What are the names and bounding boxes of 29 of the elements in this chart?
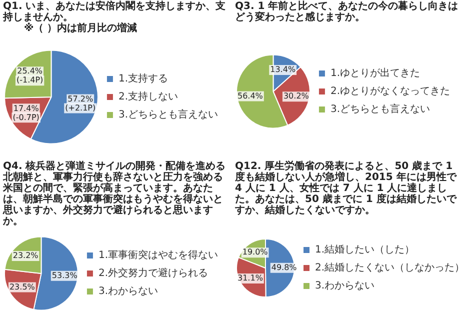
data-label: 56.4%	[237, 91, 264, 100]
data-label: 19.0%	[242, 248, 268, 257]
chart-title: Q4. 核兵器と弾道ミサイルの開発・配備を進める北朝鮮と、軍事力行使も辞さないと圧力を強める米国との間で、緊張が高まっています。あなたは、朝鮮半島での軍事衝突はもうやむを得ないと思いますか、外交努力で避けられると思いますか。	[2, 160, 227, 227]
legend-label: 3.どちらとも言えない	[118, 108, 218, 121]
legend-label: 3.わからない	[315, 280, 375, 292]
data-label: 57.2% (+2.1P)	[65, 94, 96, 112]
chart-title: Q3. 1 年前と比べて、あなたの今の暮らし向きはどう変わったと感じますか。	[234, 0, 460, 23]
legend-label: 2.ゆとりがなくなってきた	[330, 86, 450, 98]
data-label: 25.4% (-1.4P)	[16, 66, 44, 85]
legend-label: 2.支持しない	[118, 90, 178, 103]
data-label: 31.1%	[237, 274, 264, 283]
data-label: 13.4%	[270, 65, 296, 74]
data-label: 23.2%	[12, 251, 39, 260]
data-label: 17.4% (-0.7P)	[12, 104, 40, 122]
legend-label: 1.支持する	[118, 72, 168, 85]
chart-title: Q1. いま、あなたは安倍内閣を支持しますか、支持しませんか。	[2, 0, 227, 23]
data-label: 23.5%	[9, 282, 36, 292]
legend-label: 1.結婚したい（した）	[315, 244, 415, 256]
chart-title: Q12. 厚生労働省の発表によると、50 歳まで 1 度も結婚しない人が急増し、2015 年には男性で 4 人に 1 人、女性では 7 人に 1 人に達しました。あなたは、50 歳までに 1 度は結婚したいですか、結婚したくないですか。	[234, 160, 458, 216]
chart-subtitle: ※（ ）内は前月比の増減	[23, 23, 138, 34]
data-label: 30.2%	[283, 92, 310, 101]
legend-label: 2.外交努力で避けられる	[98, 267, 208, 280]
legend-label: 1.軍事衝突はやむを得ない	[98, 249, 218, 262]
data-label: 49.8%	[271, 262, 298, 272]
legend-label: 3.わからない	[98, 286, 158, 298]
legend-label: 3.どちらとも言えない	[330, 103, 430, 116]
legend-label: 2.結婚したくない（しなかった）	[315, 262, 464, 274]
legend-label: 1.ゆとりが出てきた	[330, 67, 420, 80]
data-label: 53.3%	[52, 271, 78, 280]
